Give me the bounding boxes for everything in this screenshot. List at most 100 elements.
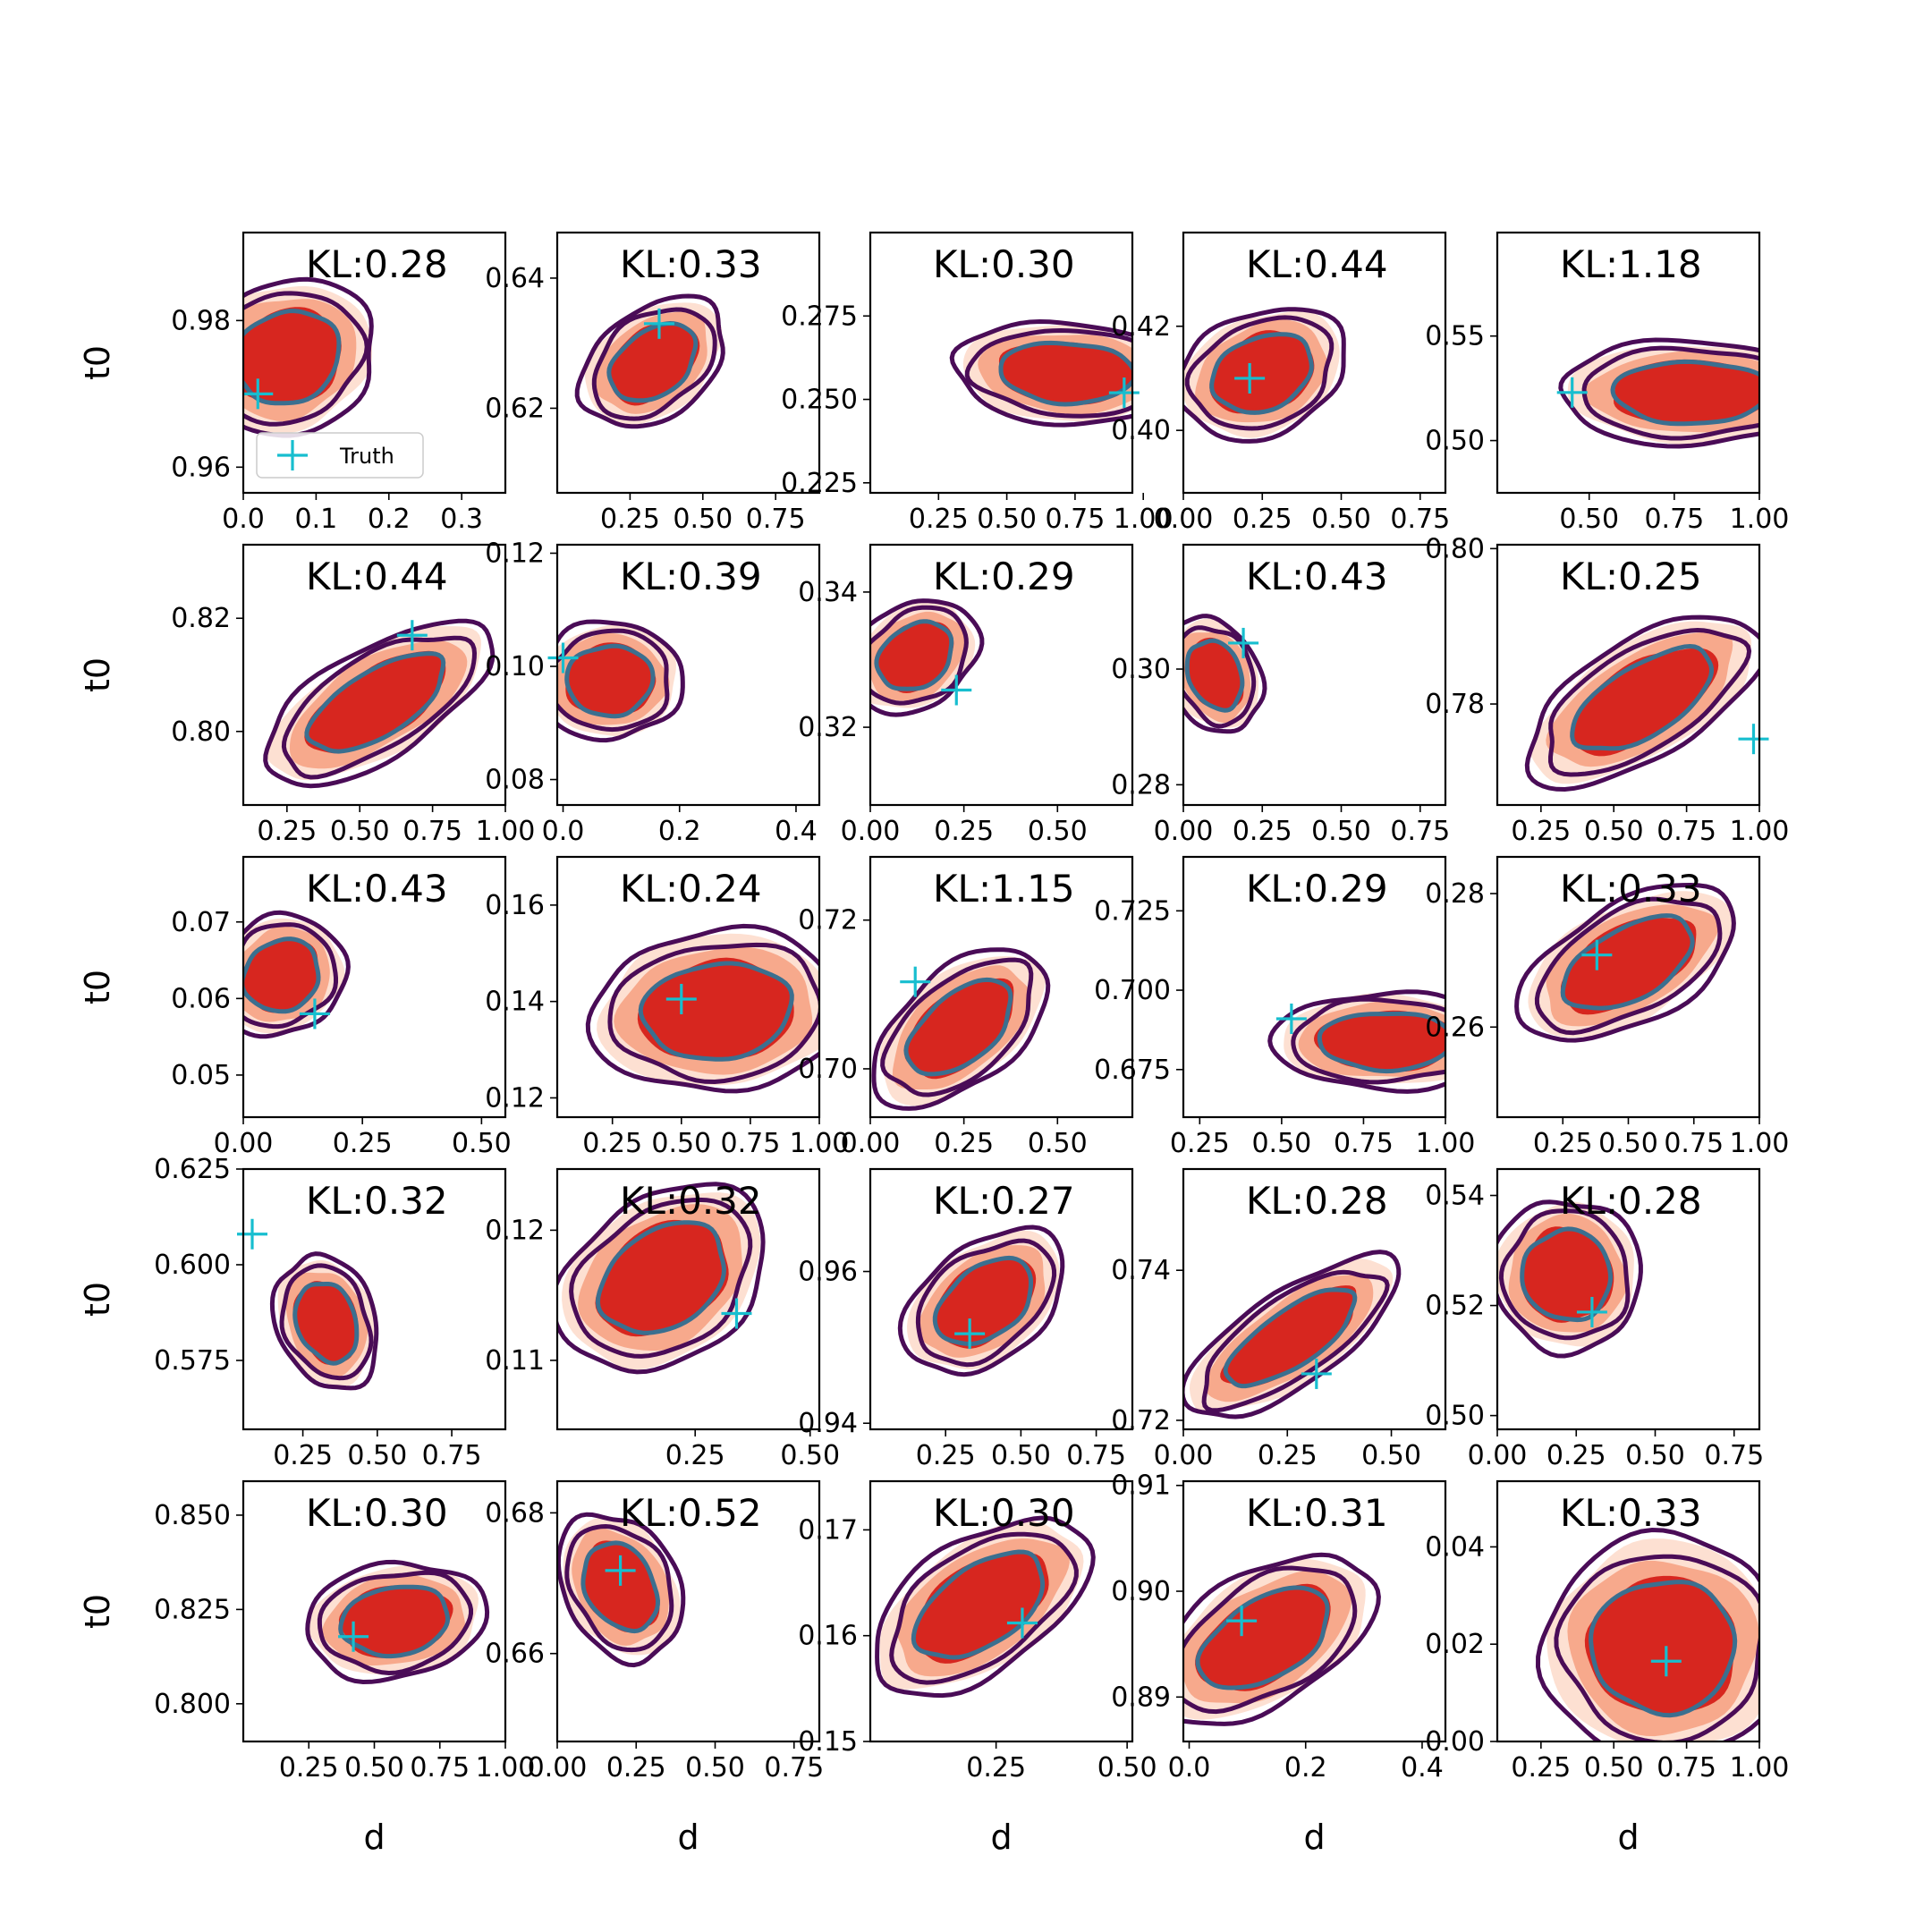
- contour-inner: [580, 1540, 661, 1634]
- y-axis-label: t0: [78, 1282, 117, 1317]
- y-tick-label: 0.54: [1425, 1181, 1485, 1212]
- x-tick-label: 0.25: [333, 1128, 393, 1159]
- density-region: [1183, 1250, 1402, 1419]
- density-fill-core: [1572, 648, 1719, 757]
- truth-marker: [396, 620, 428, 651]
- density-fill-core: [338, 1585, 453, 1658]
- contour-outer: [1183, 614, 1267, 734]
- contour-outer: [263, 618, 496, 789]
- truth-marker: [1108, 377, 1140, 409]
- y-tick-label: 0.08: [485, 765, 545, 796]
- x-tick-label: 0.50: [991, 1440, 1051, 1471]
- density-region: [1183, 307, 1346, 444]
- x-tick-label: 1.00: [790, 1128, 850, 1159]
- x-tick-label: 1.00: [1730, 504, 1790, 535]
- kl-annotation: KL:0.39: [620, 555, 762, 598]
- x-tick-label: 0.25: [1233, 504, 1292, 535]
- contour-mid: [1183, 1565, 1358, 1715]
- density-fill-core: [1560, 917, 1697, 1015]
- contour-inner: [243, 309, 342, 406]
- y-tick-label: 0.70: [798, 1054, 858, 1085]
- y-tick-label: 0.72: [1111, 1405, 1171, 1436]
- truth-marker: [242, 378, 274, 410]
- truth-marker: [1576, 1296, 1607, 1327]
- contour-inner: [1317, 1011, 1445, 1074]
- contour-mid: [1183, 625, 1257, 729]
- x-tick-label: 0.75: [1334, 1128, 1394, 1159]
- x-tick-label: 0.25: [600, 504, 660, 535]
- x-tick-label: 0.50: [347, 1440, 407, 1471]
- density-fill-core: [904, 978, 1014, 1080]
- axes-frame: [869, 1479, 1134, 1743]
- contour-mid: [915, 1238, 1057, 1368]
- density-fill-core: [565, 642, 657, 716]
- axes-frame: [1496, 231, 1761, 495]
- x-tick-label: 0.50: [685, 1752, 745, 1784]
- contour-mid: [1291, 996, 1445, 1085]
- density-region: [1183, 1552, 1381, 1726]
- x-tick-label: 0.50: [651, 1128, 711, 1159]
- panel-18: 0.25 0.50 0.75 0.94 0.96 KL:0.27: [798, 1167, 1134, 1471]
- contour-outer: [585, 923, 819, 1094]
- truth-marker: [1228, 627, 1259, 658]
- axes-frame: [555, 231, 821, 495]
- truth-marker: [1226, 1606, 1258, 1637]
- y-tick-label: 0.40: [1111, 415, 1171, 446]
- contour-mid: [1201, 1269, 1390, 1413]
- panel-14: 0.25 0.50 0.75 1.00 0.675 0.700 0.725 KL:0.29: [1094, 855, 1475, 1159]
- x-tick-label: 0.25: [966, 1752, 1026, 1784]
- y-tick-label: 0.16: [485, 890, 545, 921]
- y-tick-label: 0.30: [1111, 654, 1171, 685]
- axes-frame: [1182, 855, 1447, 1119]
- y-tick-label: 0.66: [485, 1639, 545, 1670]
- contour-mid: [281, 635, 478, 780]
- contour-outer: [897, 1224, 1065, 1377]
- contour-outer: [1535, 1527, 1759, 1741]
- panel-23: 0.25 0.50 0.15 0.16 0.17 KL:0.30 d: [798, 1479, 1157, 1857]
- x-tick-label: 1.00: [1730, 1128, 1790, 1159]
- x-tick-label: 0.75: [410, 1752, 470, 1784]
- truth-marker: [299, 998, 330, 1030]
- x-tick-label: 0.75: [720, 1128, 780, 1159]
- x-tick-label: 0.25: [1511, 816, 1571, 847]
- y-tick-label: 0.55: [1425, 321, 1485, 352]
- x-tick-label: 0.00: [1154, 1440, 1214, 1471]
- truth-marker: [236, 1218, 267, 1250]
- contour-outer: [557, 1512, 686, 1668]
- density-region: [1558, 337, 1759, 449]
- contour-inner: [1209, 332, 1314, 415]
- contour-mid: [889, 1531, 1079, 1685]
- x-tick-label: 0.1: [295, 504, 338, 535]
- y-tick-label: 0.02: [1425, 1629, 1485, 1660]
- panel-13: 0.00 0.25 0.50 0.70 0.72 KL:1.15: [798, 855, 1134, 1159]
- x-tick-label: 0.50: [1361, 1440, 1421, 1471]
- contour-mid: [870, 605, 969, 706]
- panel-24: 0.0 0.2 0.4 0.89 0.90 0.91 KL:0.31 d: [1111, 1470, 1447, 1857]
- x-tick-label: 0.3: [440, 504, 483, 535]
- y-tick-label: 0.11: [485, 1345, 545, 1377]
- y-tick-label: 0.89: [1111, 1682, 1171, 1713]
- truth-marker: [1556, 377, 1588, 408]
- contour-inner: [564, 643, 656, 719]
- density-region: [1535, 1527, 1759, 1741]
- x-tick-label: 0.75: [1390, 816, 1450, 847]
- contour-inner: [304, 651, 446, 754]
- y-axis-label: t0: [78, 1594, 117, 1629]
- x-tick-label: 1.00: [476, 816, 536, 847]
- x-axis-label: d: [677, 1818, 699, 1857]
- y-tick-label: 0.90: [1111, 1576, 1171, 1607]
- x-tick-label: 0.75: [1657, 816, 1716, 847]
- x-tick-label: 1.00: [1730, 1752, 1790, 1784]
- contour-outer: [1183, 1250, 1402, 1419]
- axes-frame: [555, 1167, 821, 1431]
- contour-outer: [557, 1182, 766, 1375]
- axes-frame: [242, 231, 507, 495]
- y-tick-label: 0.825: [154, 1594, 231, 1625]
- x-tick-label: 0.50: [1028, 816, 1088, 847]
- x-tick-label: 0.50: [1559, 504, 1619, 535]
- y-tick-label: 0.96: [798, 1257, 858, 1288]
- density-fill-core: [1314, 1010, 1445, 1072]
- y-tick-label: 0.96: [171, 452, 231, 483]
- y-tick-label: 0.575: [154, 1345, 231, 1377]
- axes-frame: [242, 855, 507, 1119]
